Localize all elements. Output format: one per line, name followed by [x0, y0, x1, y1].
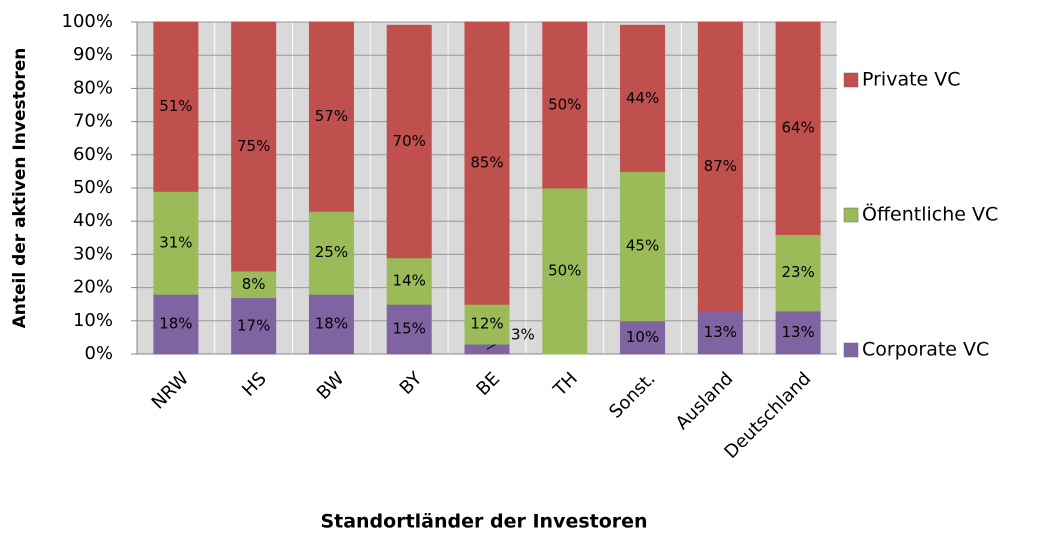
data-label: 13%	[704, 323, 737, 341]
bar-segment	[153, 21, 199, 192]
bar-segment	[153, 190, 199, 295]
bar-segment	[775, 21, 821, 235]
y-tick-label: 0%	[84, 343, 113, 364]
y-tick-label: 30%	[73, 243, 113, 264]
data-label: 70%	[393, 132, 426, 150]
data-label: 75%	[237, 137, 270, 155]
y-tick-label: 70%	[73, 111, 113, 132]
x-tick-label: BY	[396, 368, 427, 399]
y-tick-label: 50%	[73, 177, 113, 198]
data-label: 85%	[470, 154, 503, 172]
bar-segment	[386, 303, 432, 355]
data-label: 51%	[159, 97, 192, 115]
y-tick-label: 90%	[73, 44, 113, 65]
bar-segment	[620, 320, 666, 355]
legend-label: Private VC	[862, 69, 961, 91]
bar-segment	[464, 303, 510, 345]
bar-segment	[542, 21, 588, 189]
data-label: 10%	[626, 328, 659, 346]
bar-segment	[620, 24, 666, 172]
data-label: 17%	[237, 316, 270, 334]
data-label: 44%	[626, 89, 659, 107]
legend-swatch	[843, 342, 859, 358]
x-tick-label: NRW	[148, 368, 193, 413]
data-label: 8%	[242, 275, 266, 293]
bar-segment	[697, 310, 743, 355]
y-tick-label: 10%	[73, 310, 113, 331]
y-tick-label: 100%	[62, 11, 113, 32]
data-label: 3%	[511, 326, 535, 344]
data-label: 18%	[159, 315, 192, 333]
data-label: 18%	[315, 315, 348, 333]
data-label: 64%	[781, 119, 814, 137]
bar-segment	[386, 24, 432, 259]
legend-label: Öffentliche VC	[862, 203, 998, 226]
y-tick-label: 80%	[73, 77, 113, 98]
bar-segment	[775, 310, 821, 355]
x-tick-label: HS	[238, 368, 271, 401]
x-tick-label: Sonst.	[605, 368, 659, 422]
data-label: 87%	[704, 157, 737, 175]
bar-segment	[231, 297, 277, 355]
data-label: 25%	[315, 243, 348, 261]
x-axis-title: Standortländer der Investoren	[320, 511, 647, 533]
bar-segment	[231, 21, 277, 272]
bar-segment	[231, 270, 277, 299]
bar-segment	[464, 343, 510, 355]
bar-segment	[464, 21, 510, 305]
legend-swatch	[843, 72, 859, 88]
y-tick-label: 40%	[73, 210, 113, 231]
bar-segment	[542, 187, 588, 355]
bar-segment	[308, 293, 354, 355]
bar-segment	[697, 21, 743, 312]
data-label: 13%	[781, 323, 814, 341]
legend-label: Corporate VC	[862, 339, 989, 361]
bar-segment	[308, 21, 354, 212]
x-tick-label: BE	[472, 368, 504, 400]
data-label: 14%	[393, 271, 426, 289]
data-label: 50%	[548, 96, 581, 114]
bar-segment	[775, 233, 821, 312]
data-label: 45%	[626, 237, 659, 255]
x-tick-label: Ausland	[672, 368, 738, 434]
data-label: 12%	[470, 315, 503, 333]
bar-segment	[620, 170, 666, 322]
data-label: 31%	[159, 233, 192, 251]
x-tick-label: BW	[313, 368, 349, 404]
x-tick-label: TH	[549, 368, 582, 401]
data-label: 15%	[393, 320, 426, 338]
legend-swatch	[843, 207, 859, 223]
y-axis-title: Anteil der aktiven Investoren	[10, 48, 30, 329]
y-tick-label: 60%	[73, 144, 113, 165]
data-label: 50%	[548, 262, 581, 280]
data-label: 57%	[315, 107, 348, 125]
y-tick-label: 20%	[73, 277, 113, 298]
data-label: 23%	[781, 263, 814, 281]
